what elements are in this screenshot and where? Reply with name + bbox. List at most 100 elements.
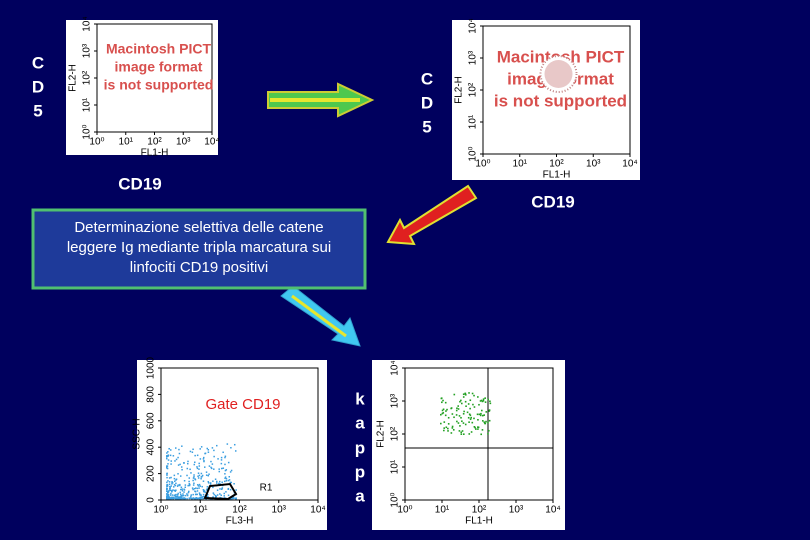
event-dot	[199, 448, 201, 450]
event-dot	[179, 496, 182, 499]
event-dot	[462, 433, 465, 435]
event-dot	[202, 493, 205, 496]
event-dot	[463, 410, 465, 413]
event-dot	[167, 463, 169, 465]
event-dot	[196, 484, 199, 486]
event-dot	[220, 494, 222, 497]
event-dot	[489, 400, 491, 403]
event-dot	[166, 490, 168, 493]
event-dot	[483, 414, 486, 416]
x-tick-label: 10³	[509, 505, 524, 516]
event-dot	[479, 414, 482, 417]
y-axis-label: SSC-H	[132, 418, 143, 449]
event-dot	[214, 494, 217, 497]
event-dot	[198, 468, 200, 470]
x-tick-label: 10⁴	[545, 505, 560, 516]
event-dot	[464, 394, 467, 396]
event-dot	[227, 494, 230, 497]
event-dot	[178, 448, 180, 451]
event-dot	[175, 489, 177, 491]
event-dot	[480, 412, 482, 415]
event-dot	[450, 432, 453, 434]
event-dot	[484, 401, 487, 403]
y-tick-label: 10³	[390, 393, 401, 408]
event-dot	[460, 416, 462, 419]
event-dot	[482, 399, 485, 402]
event-dot	[210, 466, 212, 469]
marker-letter: k	[355, 389, 365, 408]
event-dot	[200, 476, 203, 478]
event-dot	[440, 397, 443, 400]
event-dot	[200, 497, 202, 500]
event-dot	[485, 411, 488, 413]
y-tick-label: 1000	[146, 356, 157, 379]
event-dot	[189, 497, 192, 499]
event-dot	[175, 479, 177, 481]
event-dot	[197, 475, 199, 478]
event-dot	[455, 414, 458, 416]
event-dot	[201, 474, 204, 477]
event-dot	[462, 393, 465, 396]
event-dot	[177, 464, 180, 466]
event-dot	[460, 431, 463, 434]
event-dot	[193, 463, 196, 466]
event-dot	[441, 409, 444, 412]
event-dot	[207, 449, 210, 451]
event-dot	[447, 416, 450, 419]
event-dot	[225, 469, 228, 471]
event-dot	[188, 484, 191, 487]
event-dot	[198, 483, 201, 486]
x-tick-label: 10²	[549, 159, 564, 170]
marker-letter: 5	[422, 117, 431, 136]
event-dot	[481, 400, 484, 403]
event-dot	[184, 494, 187, 497]
event-dot	[208, 473, 210, 475]
arrow-right	[267, 82, 375, 118]
arrow-down-right	[280, 285, 361, 347]
event-dot	[220, 488, 223, 490]
event-dot	[218, 468, 220, 470]
event-dot	[198, 487, 200, 489]
y-tick-label: 10⁴	[390, 360, 401, 375]
event-dot	[180, 495, 182, 497]
marker-letter: p	[355, 462, 365, 481]
note-line: linfociti CD19 positivi	[130, 259, 268, 276]
event-dot	[468, 433, 471, 435]
event-dot	[468, 413, 471, 416]
event-dot	[475, 428, 477, 430]
event-dot	[216, 494, 219, 496]
x-tick-label: 10³	[272, 505, 287, 516]
note-line: leggere Ig mediante tripla marcatura sui	[67, 239, 331, 256]
event-dot	[175, 482, 177, 485]
event-dot	[180, 486, 183, 489]
event-dot	[166, 465, 168, 468]
event-dot	[194, 478, 197, 481]
event-dot	[218, 482, 220, 485]
event-dot	[461, 420, 463, 423]
event-dot	[235, 489, 237, 491]
event-dot	[462, 396, 465, 398]
event-dot	[192, 497, 195, 499]
event-dot	[166, 456, 168, 458]
event-dot	[457, 405, 460, 407]
event-dot	[224, 456, 226, 459]
event-dot	[168, 489, 170, 492]
event-dot	[174, 497, 176, 500]
event-dot	[224, 477, 226, 479]
event-dot	[173, 477, 176, 480]
event-dot	[224, 455, 227, 458]
event-dot	[167, 454, 170, 456]
placeholder-text: Macintosh PICT	[106, 41, 211, 57]
event-dot	[200, 496, 202, 499]
event-dot	[465, 405, 467, 407]
event-dot	[485, 420, 487, 423]
event-dot	[174, 490, 177, 492]
event-dot	[213, 468, 215, 470]
event-dot	[210, 460, 212, 463]
event-dot	[180, 466, 183, 468]
event-dot	[169, 494, 172, 496]
event-dot	[192, 448, 194, 451]
event-dot	[193, 461, 196, 464]
event-dot	[474, 426, 476, 429]
event-dot	[469, 399, 472, 402]
